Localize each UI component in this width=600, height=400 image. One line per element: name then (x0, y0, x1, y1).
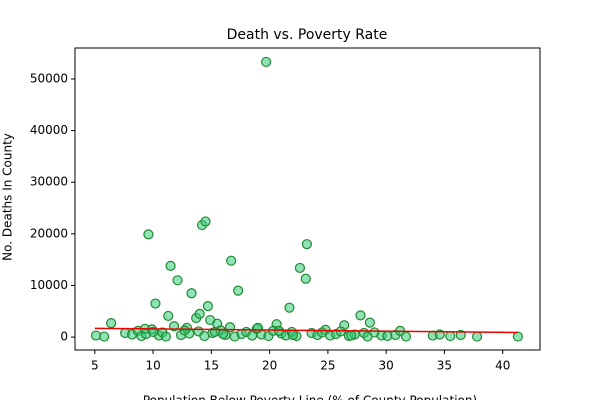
y-tick-label: 30000 (30, 175, 68, 189)
x-tick-label: 40 (495, 359, 510, 373)
scatter-point (99, 331, 110, 342)
x-tick-label: 10 (145, 359, 160, 373)
scatter-point (226, 255, 237, 266)
y-tick-label: 50000 (30, 71, 68, 85)
scatter-point (150, 298, 161, 309)
y-tick-label: 10000 (30, 278, 68, 292)
scatter-point (355, 310, 366, 321)
scatter-point (194, 308, 205, 319)
scatter-point (382, 330, 393, 342)
scatter-point (202, 301, 213, 312)
scatter-point (316, 327, 328, 338)
plot-frame (74, 47, 541, 351)
scatter-point (455, 329, 466, 341)
scatter-point (143, 229, 154, 240)
x-tick-label: 15 (204, 359, 219, 373)
x-tick-label: 35 (437, 359, 452, 373)
scatter-point (301, 239, 313, 250)
scatter-point (165, 260, 176, 271)
scatter-point (186, 288, 197, 299)
scatter-point (445, 330, 456, 342)
scatter-point (160, 331, 172, 342)
scatter-point (273, 325, 285, 336)
scatter-point (233, 285, 244, 296)
scatter-point (346, 330, 357, 341)
scatter-point (200, 216, 211, 227)
y-axis-label: No. Deaths In County (1, 133, 15, 261)
scatter-point (261, 56, 272, 68)
scatter-point (364, 317, 375, 328)
scatter-point (471, 331, 483, 342)
x-tick-label: 20 (262, 359, 277, 373)
scatter-point (284, 302, 295, 313)
scatter-point (287, 329, 299, 341)
scatter-point (205, 314, 216, 326)
x-axis-label: Population Below Poverty Line (% of Coun… (143, 394, 477, 400)
x-tick-label: 30 (379, 359, 394, 373)
scatter-point (172, 275, 183, 286)
scatter-point (90, 330, 102, 341)
scatter-point (179, 325, 190, 336)
scatter-point (400, 331, 412, 342)
scatter-point (106, 318, 117, 329)
scatter-point (252, 322, 264, 333)
scatter-point (163, 310, 174, 322)
y-tick-label: 40000 (30, 123, 68, 137)
scatter-point (224, 322, 236, 333)
scatter-point (512, 331, 523, 342)
x-tick-label: 25 (320, 359, 335, 373)
y-tick-label: 0 (60, 330, 68, 344)
scatter-point (217, 328, 229, 340)
chart-title: Death vs. Poverty Rate (227, 27, 388, 43)
x-tick-label: 5 (91, 359, 99, 373)
scatter-point (294, 262, 306, 274)
scatter-point (300, 273, 311, 284)
trend-line (94, 327, 518, 334)
y-tick-label: 20000 (30, 226, 68, 240)
